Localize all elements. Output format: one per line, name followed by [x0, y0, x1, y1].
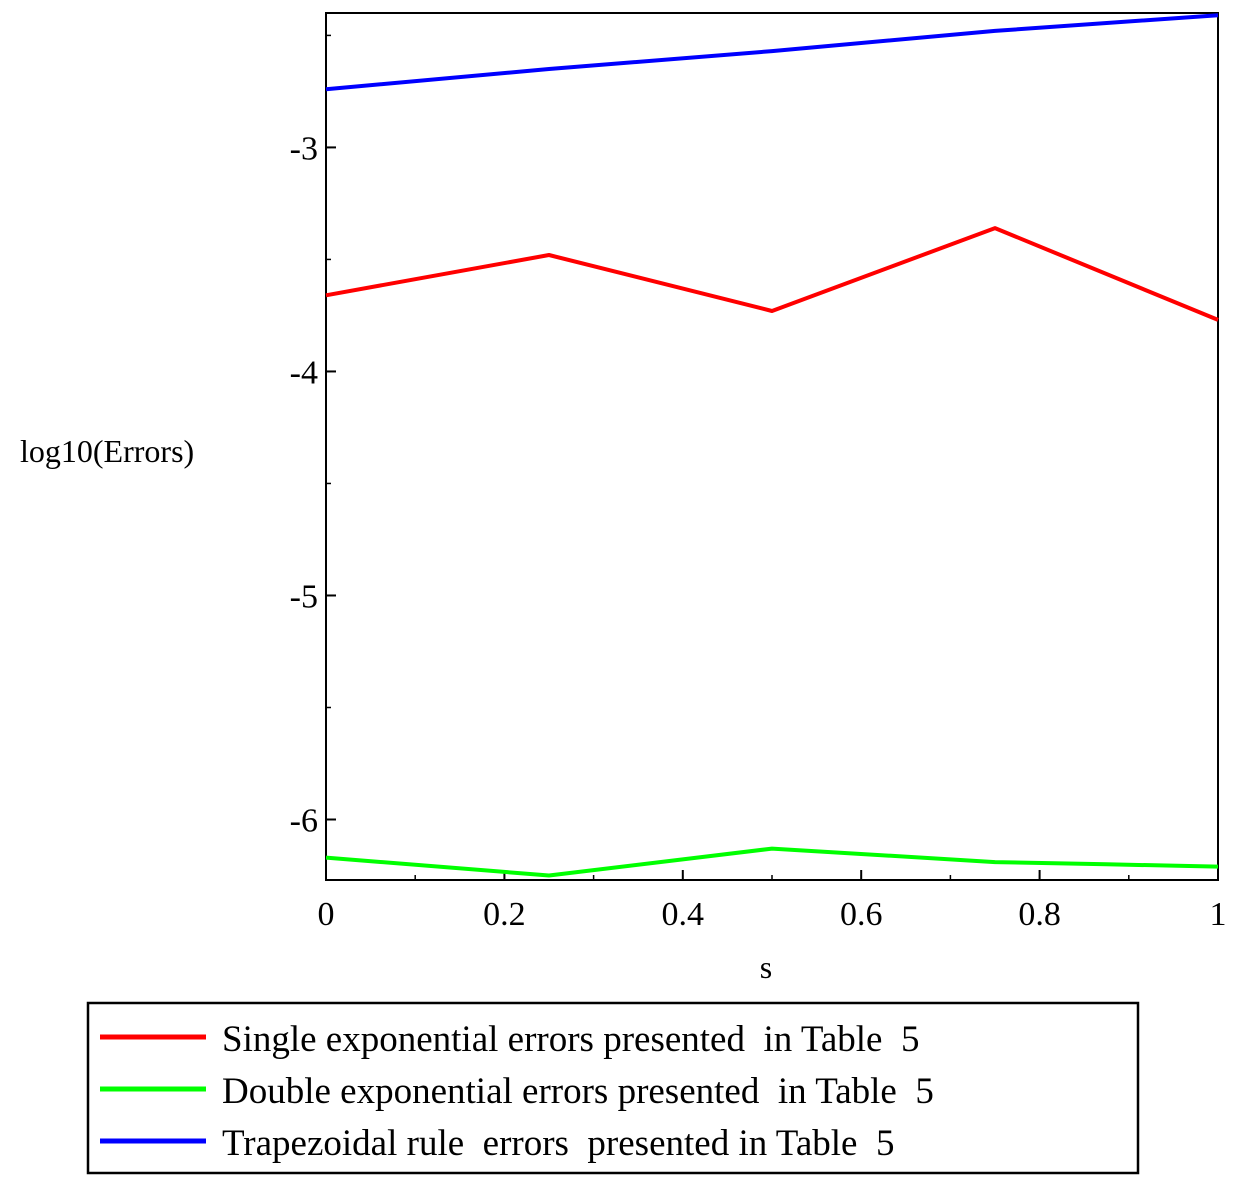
x-tick-label: 0.2 — [483, 896, 526, 933]
series-lines — [325, 13, 1219, 878]
legend-box — [86, 1001, 1140, 1175]
x-tick-label: 0 — [318, 896, 335, 933]
y-tick-label: -5 — [290, 578, 318, 615]
legend-label-1: Single exponential errors presented in T… — [222, 1019, 919, 1060]
legend-label-2: Double exponential errors presented in T… — [222, 1071, 934, 1112]
plot-frame — [325, 12, 1219, 881]
series-line-1 — [325, 226, 1219, 322]
y-tick-label: -4 — [290, 354, 318, 391]
axes: 0 0.2 0.4 0.6 0.8 1 -3 -4 -5 -6 — [290, 12, 1227, 933]
y-tick-label: -6 — [290, 803, 318, 840]
series-line-3 — [325, 13, 1219, 92]
x-tick-label: 0.8 — [1018, 896, 1061, 933]
series-line-2 — [325, 846, 1219, 878]
legend-label-3: Trapezoidal rule errors presented in Tab… — [222, 1123, 894, 1164]
legend: Single exponential errors presented in T… — [86, 1001, 1140, 1175]
y-axis-label: log10(Errors) — [20, 433, 194, 469]
x-axis-label: s — [760, 949, 772, 985]
x-tick-label: 0.4 — [662, 896, 705, 933]
y-tick-label: -3 — [290, 130, 318, 167]
x-tick-label: 1 — [1210, 896, 1227, 933]
x-tick-label: 0.6 — [840, 896, 883, 933]
